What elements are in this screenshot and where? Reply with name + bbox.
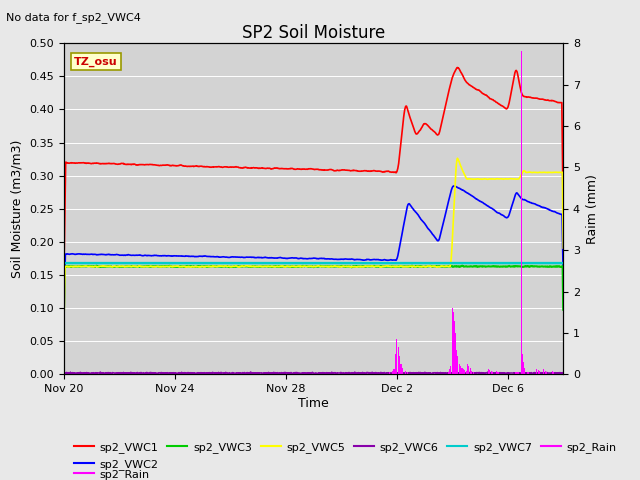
- Bar: [527, 372, 528, 374]
- Bar: [453, 312, 454, 374]
- Bar: [394, 370, 395, 374]
- Bar: [553, 372, 554, 374]
- Bar: [467, 364, 468, 374]
- Bar: [449, 370, 450, 374]
- Bar: [545, 371, 546, 374]
- Bar: [457, 356, 458, 374]
- Bar: [407, 372, 408, 374]
- Bar: [455, 341, 456, 374]
- Bar: [395, 354, 396, 374]
- Bar: [539, 371, 540, 374]
- Bar: [518, 372, 520, 374]
- Bar: [515, 372, 516, 374]
- Y-axis label: Soil Moisture (m3/m3): Soil Moisture (m3/m3): [11, 140, 24, 278]
- Bar: [470, 368, 471, 374]
- Bar: [489, 370, 490, 374]
- Bar: [392, 371, 393, 374]
- Bar: [492, 372, 493, 374]
- Legend: sp2_Rain: sp2_Rain: [70, 465, 154, 480]
- Bar: [389, 372, 390, 374]
- Bar: [552, 371, 553, 374]
- Bar: [457, 360, 458, 374]
- X-axis label: Time: Time: [298, 397, 329, 410]
- Bar: [472, 372, 474, 374]
- Bar: [454, 321, 455, 374]
- Text: No data for f_sp2_VWC4: No data for f_sp2_VWC4: [6, 12, 141, 23]
- Bar: [522, 362, 524, 374]
- Bar: [465, 371, 467, 374]
- Bar: [521, 51, 522, 374]
- Bar: [461, 368, 463, 374]
- Bar: [496, 371, 497, 374]
- Bar: [459, 364, 460, 374]
- Bar: [524, 368, 525, 374]
- Bar: [538, 370, 539, 374]
- Bar: [463, 370, 464, 374]
- Bar: [447, 372, 449, 374]
- Title: SP2 Soil Moisture: SP2 Soil Moisture: [242, 24, 385, 42]
- Bar: [536, 370, 538, 374]
- Bar: [546, 372, 547, 374]
- Bar: [456, 349, 457, 374]
- Bar: [452, 310, 453, 374]
- Bar: [454, 333, 456, 374]
- Bar: [488, 370, 489, 374]
- Bar: [528, 372, 529, 374]
- Bar: [460, 366, 461, 374]
- Bar: [399, 356, 400, 374]
- Bar: [517, 372, 518, 374]
- Bar: [452, 308, 453, 374]
- Bar: [522, 354, 523, 374]
- Bar: [396, 339, 397, 374]
- Bar: [404, 371, 406, 374]
- Bar: [468, 366, 470, 374]
- Bar: [397, 348, 399, 374]
- Bar: [497, 372, 499, 374]
- Bar: [543, 370, 545, 374]
- Text: TZ_osu: TZ_osu: [74, 57, 118, 67]
- Bar: [471, 371, 472, 374]
- Bar: [402, 368, 403, 374]
- Bar: [464, 370, 465, 374]
- Bar: [490, 371, 492, 374]
- Y-axis label: Raim (mm): Raim (mm): [586, 174, 598, 244]
